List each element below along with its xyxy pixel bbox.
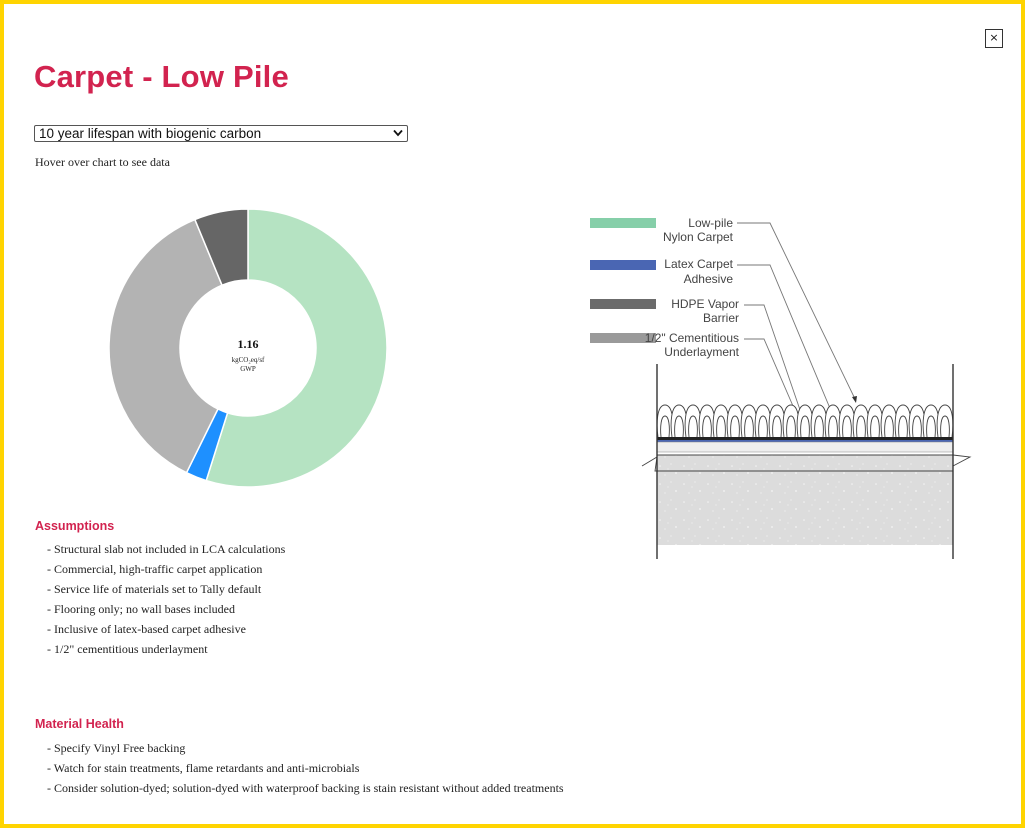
legend-label-carpet-2: Nylon Carpet (663, 230, 734, 244)
gwp-donut-chart[interactable]: 1.16 kgCO₂eq/sf GWP (104, 204, 392, 492)
carpet-loop (922, 404, 940, 438)
chart-center-unit: kgCO₂eq/sf (231, 356, 265, 364)
carpet-loop (936, 404, 954, 438)
carpet-loop (866, 404, 884, 438)
carpet-loop (754, 404, 772, 438)
carpet-loop (740, 404, 758, 438)
carpet-loop (880, 404, 898, 438)
carpet-loop (824, 404, 842, 438)
assumptions-list: - Structural slab not included in LCA ca… (47, 539, 285, 659)
carpet-loop-inner (828, 415, 838, 438)
floor-section (641, 364, 972, 559)
legend-swatch-barrier (590, 299, 656, 309)
donut-slice-2[interactable] (108, 218, 223, 474)
close-button[interactable]: × (985, 29, 1003, 48)
page-title: Carpet - Low Pile (34, 59, 289, 94)
carpet-loop-inner (660, 415, 670, 438)
carpet-loop (852, 404, 870, 438)
carpet-loop-inner (898, 415, 908, 438)
carpet-loop-inner (744, 415, 754, 438)
chart-hint: Hover over chart to see data (35, 155, 170, 169)
list-item: - Flooring only; no wall bases included (47, 602, 235, 616)
carpet-loop (698, 404, 716, 438)
material-health-list: - Specify Vinyl Free backing - Watch for… (47, 738, 564, 798)
assembly-diagram-svg: Low-pile Nylon Carpet Latex Carpet Adhes… (590, 216, 972, 559)
donut-svg (108, 208, 388, 488)
carpet-loop (656, 404, 674, 438)
carpet-loop-inner (688, 415, 698, 438)
chart-center-label: GWP (240, 365, 256, 373)
carpet-loop (796, 404, 814, 438)
carpet-loop-inner (814, 415, 824, 438)
carpet-loop-inner (856, 415, 866, 438)
carpet-loop (712, 404, 730, 438)
legend-label-carpet-1: Low-pile (688, 216, 733, 230)
legend-swatch-adhesive (590, 260, 656, 270)
assumptions-heading: Assumptions (35, 519, 115, 533)
carpet-loop-inner (940, 415, 950, 438)
carpet-loop-inner (674, 415, 684, 438)
list-item: - Service life of materials set to Tally… (47, 582, 262, 596)
carpet-loop (782, 404, 800, 438)
carpet-loop (908, 404, 926, 438)
list-item: - Structural slab not included in LCA ca… (47, 542, 286, 556)
carpet-loop (670, 404, 688, 438)
legend-swatch-carpet (590, 218, 656, 228)
legend-swatch-underlayment (590, 333, 656, 343)
carpet-loop-inner (702, 415, 712, 438)
carpet-loop-inner (870, 415, 880, 438)
carpet-loop-inner (716, 415, 726, 438)
lifespan-select-value: 10 year lifespan with biogenic carbon (39, 126, 262, 141)
list-item: - Consider solution-dyed; solution-dyed … (47, 781, 564, 795)
chevron-down-icon (393, 129, 403, 137)
chart-center-value: 1.16 (237, 337, 259, 351)
donut-slice-0[interactable] (205, 208, 388, 488)
carpet-loop (894, 404, 912, 438)
list-item: - Specify Vinyl Free backing (47, 741, 186, 755)
carpet-loop-inner (730, 415, 740, 438)
list-item: - Watch for stain treatments, flame reta… (47, 761, 360, 775)
carpet-loop-inner (912, 415, 922, 438)
legend-label-adhesive-2: Adhesive (684, 272, 734, 286)
lifespan-select[interactable]: 10 year lifespan with biogenic carbon (34, 125, 408, 142)
carpet-loop-inner (758, 415, 768, 438)
legend-label-underlayment-1: 1/2" Cementitious (645, 331, 739, 345)
carpet-loop (838, 404, 856, 438)
carpet-loop-inner (772, 415, 782, 438)
carpet-loop-inner (786, 415, 796, 438)
assembly-diagram: Low-pile Nylon Carpet Latex Carpet Adhes… (584, 209, 979, 574)
list-item: - Commercial, high-traffic carpet applic… (47, 562, 263, 576)
carpet-loop-inner (884, 415, 894, 438)
carpet-loop-inner (842, 415, 852, 438)
carpet-loop-inner (926, 415, 936, 438)
legend-label-adhesive-1: Latex Carpet (664, 257, 733, 271)
carpet-loop (768, 404, 786, 438)
close-icon: × (989, 31, 999, 44)
carpet-loop (726, 404, 744, 438)
list-item: - 1/2" cementitious underlayment (47, 642, 208, 656)
legend-label-barrier-2: Barrier (703, 311, 739, 325)
carpet-loop-inner (800, 415, 810, 438)
list-item: - Inclusive of latex-based carpet adhesi… (47, 622, 246, 636)
legend-label-barrier-1: HDPE Vapor (671, 297, 739, 311)
carpet-loop (684, 404, 702, 438)
donut-slice-3[interactable] (193, 208, 249, 287)
legend-label-underlayment-2: Underlayment (664, 345, 739, 359)
material-health-heading: Material Health (35, 717, 124, 731)
carpet-loop (810, 404, 828, 438)
